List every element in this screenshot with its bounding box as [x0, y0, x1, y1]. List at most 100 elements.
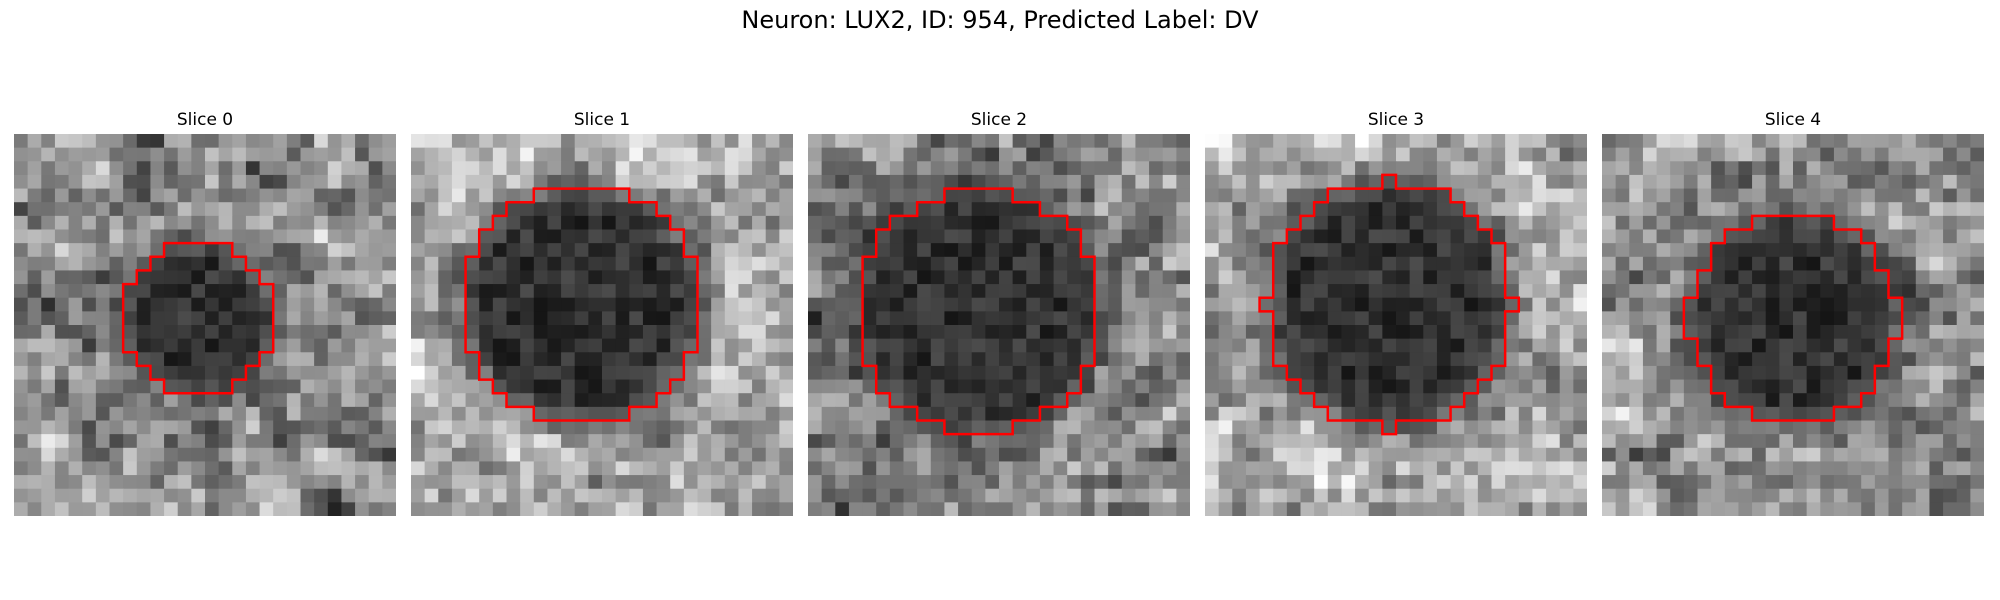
- image-pixel: [368, 447, 383, 462]
- image-pixel: [492, 270, 507, 285]
- image-pixel: [1094, 365, 1109, 381]
- image-pixel: [1656, 284, 1671, 299]
- image-pixel: [670, 229, 685, 244]
- image-pixel: [492, 311, 507, 326]
- image-pixel: [1820, 325, 1835, 340]
- image-pixel: [451, 229, 467, 244]
- image-pixel: [930, 365, 945, 381]
- image-pixel: [1176, 270, 1190, 285]
- image-pixel: [1546, 202, 1561, 217]
- image-pixel: [218, 215, 233, 230]
- image-pixel: [1670, 188, 1685, 203]
- image-pixel: [41, 202, 56, 217]
- image-pixel: [205, 393, 220, 408]
- image-pixel: [1847, 352, 1862, 367]
- image-pixel: [1314, 202, 1329, 217]
- image-pixel: [999, 352, 1014, 367]
- image-pixel: [465, 311, 480, 326]
- image-pixel: [68, 202, 83, 217]
- image-pixel: [1629, 270, 1644, 285]
- image-pixel: [1505, 461, 1520, 476]
- image-pixel: [779, 202, 793, 217]
- image-pixel: [1970, 161, 1984, 176]
- image-pixel: [300, 229, 315, 244]
- image-pixel: [903, 297, 918, 312]
- image-pixel: [1232, 461, 1247, 476]
- image-pixel: [683, 311, 698, 326]
- image-pixel: [1833, 420, 1849, 435]
- image-pixel: [245, 188, 261, 203]
- image-pixel: [1355, 161, 1370, 176]
- image-pixel: [724, 379, 739, 394]
- image-pixel: [1409, 174, 1424, 190]
- image-pixel: [136, 338, 151, 353]
- image-pixel: [1368, 256, 1383, 271]
- image-pixel: [629, 475, 644, 490]
- image-pixel: [930, 134, 945, 149]
- image-pixel: [835, 352, 850, 367]
- image-pixel: [1697, 134, 1712, 149]
- image-pixel: [245, 502, 261, 516]
- image-pixel: [150, 325, 165, 340]
- image-pixel: [985, 406, 1000, 421]
- image-pixel: [1642, 502, 1658, 516]
- image-pixel: [164, 243, 179, 258]
- image-pixel: [1368, 352, 1383, 367]
- image-pixel: [1135, 174, 1150, 190]
- image-pixel: [1409, 325, 1424, 340]
- image-pixel: [697, 270, 712, 285]
- image-pixel: [1602, 243, 1617, 258]
- image-pixel: [985, 338, 1000, 353]
- image-pixel: [14, 393, 29, 408]
- image-pixel: [314, 365, 329, 381]
- image-pixel: [602, 393, 617, 408]
- image-pixel: [1135, 243, 1150, 258]
- image-pixel: [889, 488, 904, 503]
- image-pixel: [642, 311, 658, 326]
- image-pixel: [1464, 461, 1479, 476]
- image-pixel: [479, 434, 494, 449]
- image-pixel: [1436, 352, 1452, 367]
- image-pixel: [438, 188, 453, 203]
- image-pixel: [1314, 297, 1329, 312]
- image-pixel: [1341, 297, 1356, 312]
- image-pixel: [533, 406, 548, 421]
- image-pixel: [944, 215, 959, 230]
- image-pixel: [1573, 202, 1587, 217]
- image-pixel: [1341, 461, 1356, 476]
- image-pixel: [1067, 215, 1082, 230]
- image-pixel: [1012, 352, 1027, 367]
- image-pixel: [588, 488, 603, 503]
- image-pixel: [341, 379, 356, 394]
- image-pixel: [136, 202, 151, 217]
- image-pixel: [1053, 461, 1068, 476]
- image-pixel: [41, 215, 56, 230]
- image-pixel: [1477, 406, 1492, 421]
- image-pixel: [1327, 420, 1342, 435]
- image-pixel: [424, 352, 439, 367]
- image-pixel: [752, 352, 767, 367]
- image-pixel: [1765, 215, 1780, 230]
- image-pixel: [1273, 406, 1288, 421]
- image-pixel: [999, 325, 1014, 340]
- image-pixel: [1094, 161, 1109, 176]
- image-pixel: [1559, 161, 1574, 176]
- image-pixel: [752, 311, 767, 326]
- image-pixel: [1464, 447, 1479, 462]
- image-pixel: [314, 488, 329, 503]
- image-pixel: [1793, 406, 1808, 421]
- image-pixel: [574, 134, 589, 149]
- image-pixel: [123, 475, 138, 490]
- image-pixel: [808, 311, 823, 326]
- image-pixel: [1833, 461, 1849, 476]
- image-pixel: [917, 270, 932, 285]
- image-pixel: [1559, 502, 1574, 516]
- image-pixel: [1546, 434, 1561, 449]
- image-pixel: [697, 488, 712, 503]
- image-pixel: [1752, 488, 1767, 503]
- image-pixel: [1464, 243, 1479, 258]
- image-pixel: [835, 284, 850, 299]
- image-pixel: [424, 147, 439, 162]
- image-pixel: [411, 338, 426, 353]
- image-pixel: [1915, 475, 1930, 490]
